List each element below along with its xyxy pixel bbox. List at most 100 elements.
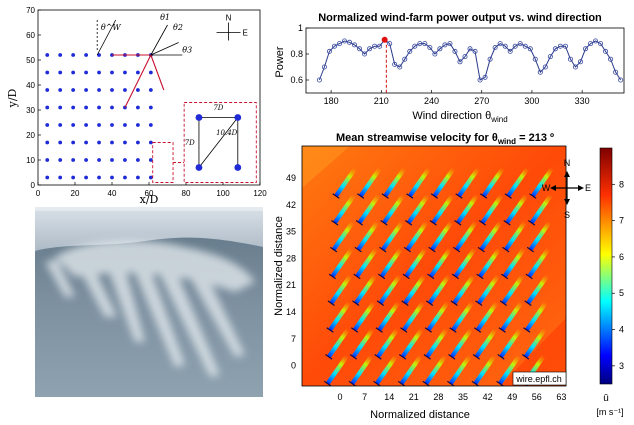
turbine-dot bbox=[71, 123, 76, 127]
turbine-wake bbox=[526, 221, 551, 253]
power-point bbox=[447, 41, 453, 47]
power-xtick-label: 270 bbox=[474, 96, 489, 106]
colorbar-tick-label: 6 bbox=[619, 252, 624, 262]
turbine-wake bbox=[404, 194, 430, 226]
turbine-wake bbox=[323, 355, 349, 386]
power-point bbox=[497, 41, 503, 47]
heatmap-title: Mean streamwise velocity for θwind = 213… bbox=[336, 132, 554, 146]
turbine-dot bbox=[71, 105, 76, 110]
power-point bbox=[407, 48, 413, 54]
power-ytick-label: 1 bbox=[298, 23, 303, 33]
turbine-dot bbox=[84, 105, 88, 110]
layout-ytick-label: 60 bbox=[26, 31, 35, 40]
inset-turbine bbox=[195, 114, 203, 121]
turbine-dot bbox=[123, 140, 127, 145]
watermark: wire.epfl.ch bbox=[515, 374, 562, 384]
direction-line-theta2 bbox=[124, 54, 152, 108]
layout-xtick-label: 120 bbox=[253, 189, 267, 198]
power-point bbox=[387, 41, 393, 47]
inset-side-label: 7D bbox=[185, 139, 195, 147]
power-xtick-label: 210 bbox=[374, 96, 389, 106]
power-point bbox=[472, 48, 478, 54]
turbine-dot bbox=[58, 105, 63, 110]
turbine-dot bbox=[45, 105, 50, 110]
power-point bbox=[437, 46, 443, 52]
turbine-wake bbox=[326, 301, 351, 333]
turbine-wake bbox=[499, 274, 524, 306]
turbine-dot bbox=[148, 158, 153, 162]
turbine-dot bbox=[123, 123, 127, 127]
power-point bbox=[427, 45, 433, 51]
power-xlabel: Wind direction θwind bbox=[412, 110, 507, 124]
turbine-dot bbox=[123, 70, 127, 75]
heatmap-xtick-label: 0 bbox=[337, 392, 342, 402]
colorbar-tick-label: 3 bbox=[619, 361, 624, 371]
power-point bbox=[352, 42, 358, 48]
turbine-dot bbox=[45, 158, 50, 162]
power-point bbox=[502, 43, 508, 49]
turbine-wake bbox=[452, 221, 478, 253]
power-point bbox=[603, 48, 609, 54]
power-point bbox=[316, 77, 322, 83]
turbine-wake bbox=[450, 274, 475, 306]
power-point bbox=[412, 43, 418, 49]
turbine-dot bbox=[97, 175, 101, 180]
power-point bbox=[517, 41, 523, 47]
turbine-dot bbox=[110, 123, 114, 127]
power-point bbox=[522, 43, 528, 49]
power-point bbox=[492, 45, 498, 51]
power-point bbox=[487, 56, 493, 62]
turbine-wake bbox=[332, 167, 357, 199]
turbine-dot bbox=[97, 140, 101, 145]
power-point bbox=[588, 41, 594, 47]
power-point bbox=[336, 41, 342, 47]
turbine-wake bbox=[400, 301, 425, 333]
turbine-dot bbox=[110, 140, 114, 145]
heatmap-compass bbox=[550, 171, 584, 205]
power-point bbox=[462, 54, 468, 60]
power-point bbox=[542, 64, 548, 70]
colorbar bbox=[599, 147, 613, 385]
power-xtick-label: 330 bbox=[575, 96, 590, 106]
layout-ytick-label: 40 bbox=[26, 81, 35, 90]
heatmap-xtick-label: 56 bbox=[532, 392, 542, 402]
heatmap-ylabel: Normalized distance bbox=[273, 216, 285, 316]
power-point bbox=[477, 77, 483, 83]
direction-line-theta1 bbox=[150, 54, 165, 91]
compass-e: E bbox=[585, 183, 591, 193]
layout-compass-e: E bbox=[243, 29, 248, 38]
turbine-wake bbox=[449, 301, 474, 333]
turbine-dot bbox=[84, 88, 88, 92]
turbine-dot bbox=[84, 158, 88, 162]
turbine-dot bbox=[58, 140, 63, 145]
turbine-wake bbox=[454, 194, 479, 226]
power-vs-direction-chart: Normalized wind-farm power output vs. wi… bbox=[274, 12, 625, 124]
turbine-dot bbox=[84, 70, 88, 75]
turbine-dot bbox=[45, 123, 50, 127]
power-point bbox=[402, 56, 408, 62]
power-point bbox=[432, 51, 438, 57]
turbine-dot bbox=[71, 140, 76, 145]
aerial-photo-offshore-wind-farm bbox=[35, 207, 263, 397]
turbine-wake bbox=[397, 355, 422, 386]
power-point bbox=[357, 46, 363, 52]
power-plot-area bbox=[305, 27, 625, 94]
wind-direction-line bbox=[96, 19, 117, 56]
heatmap-xlabel: Normalized distance bbox=[370, 409, 470, 421]
colorbar-tick-label: 7 bbox=[619, 216, 624, 226]
power-xtick-label: 180 bbox=[324, 96, 339, 106]
layout-ytick-label: 70 bbox=[26, 6, 35, 15]
heatmap-xtick-label: 49 bbox=[507, 392, 517, 402]
turbine-wake bbox=[478, 194, 503, 226]
heatmap-xtick-label: 28 bbox=[433, 392, 443, 402]
power-point bbox=[532, 56, 538, 62]
layout-ytick-label: 20 bbox=[26, 131, 35, 140]
inset-diag-label: 10.4D bbox=[216, 129, 238, 137]
turbine-dot bbox=[148, 88, 153, 92]
power-point bbox=[422, 41, 428, 47]
turbine-dot bbox=[148, 105, 153, 110]
turbine-wake bbox=[380, 194, 405, 226]
turbine-wake bbox=[354, 221, 379, 253]
turbine-dot bbox=[148, 140, 153, 145]
